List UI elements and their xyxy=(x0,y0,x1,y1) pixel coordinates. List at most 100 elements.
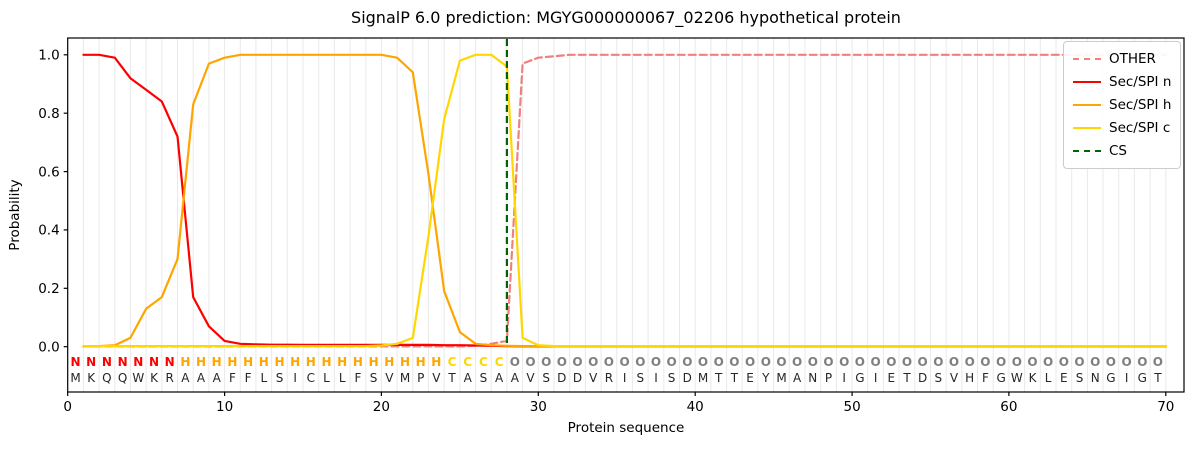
residue-letter: E xyxy=(1060,371,1068,385)
residue-letter: S xyxy=(480,371,488,385)
residue-letter: H xyxy=(965,371,974,385)
residue-letter: A xyxy=(511,371,520,385)
residue-letter: I xyxy=(293,371,297,385)
region-letter: N xyxy=(149,355,159,369)
region-letter: O xyxy=(651,355,661,369)
region-letter: O xyxy=(1137,355,1147,369)
region-letter: O xyxy=(965,355,975,369)
legend-line-sample-sec-spi-c xyxy=(1073,127,1101,129)
region-letter: O xyxy=(792,355,802,369)
region-letter: H xyxy=(180,355,190,369)
y-tick-label: 0.8 xyxy=(38,106,59,122)
region-letter: N xyxy=(133,355,143,369)
residue-letter: R xyxy=(605,371,613,385)
residue-letter: T xyxy=(902,371,911,385)
region-letter: O xyxy=(1074,355,1084,369)
residue-letter: Q xyxy=(102,371,111,385)
region-letter: H xyxy=(400,355,410,369)
residue-letter: V xyxy=(950,371,959,385)
legend-label: Sec/SPI h xyxy=(1109,97,1172,113)
residue-letter: F xyxy=(229,371,236,385)
residue-letter: S xyxy=(276,371,284,385)
residue-letter: L xyxy=(260,371,267,385)
residue-letter: N xyxy=(1091,371,1100,385)
region-letter: O xyxy=(1043,355,1053,369)
region-letter: O xyxy=(588,355,598,369)
residue-letter: I xyxy=(654,371,658,385)
residue-letter: P xyxy=(417,371,424,385)
legend-line-sample-cs xyxy=(1073,150,1101,152)
region-letter: O xyxy=(682,355,692,369)
region-letter: H xyxy=(353,355,363,369)
region-letter: O xyxy=(714,355,724,369)
legend-item-sec-spi-h: Sec/SPI h xyxy=(1073,94,1171,116)
residue-letter: I xyxy=(842,371,846,385)
residue-letter: S xyxy=(542,371,550,385)
residue-letter: W xyxy=(1011,371,1023,385)
residue-letter: T xyxy=(447,371,456,385)
region-letter: O xyxy=(933,355,943,369)
region-letter: C xyxy=(463,355,472,369)
y-tick-label: 0.2 xyxy=(38,281,59,297)
gridlines xyxy=(82,38,1167,392)
region-letter: H xyxy=(337,355,347,369)
region-letter: O xyxy=(761,355,771,369)
residue-letter: G xyxy=(855,371,864,385)
x-tick-label: 70 xyxy=(1157,399,1174,415)
residue-letter: S xyxy=(934,371,942,385)
residue-letter: S xyxy=(668,371,676,385)
region-letter: O xyxy=(619,355,629,369)
residue-letter: L xyxy=(1045,371,1052,385)
region-letter: O xyxy=(1106,355,1116,369)
region-letter: O xyxy=(1121,355,1131,369)
residue-letter: S xyxy=(636,371,644,385)
residue-letter: N xyxy=(808,371,817,385)
legend-line-sample-other xyxy=(1073,58,1101,60)
legend: OTHER Sec/SPI n Sec/SPI h Sec/SPI c CS xyxy=(1063,41,1182,169)
region-letter: O xyxy=(823,355,833,369)
residue-letter: A xyxy=(181,371,190,385)
region-letter: O xyxy=(666,355,676,369)
region-letter: O xyxy=(808,355,818,369)
chart-title: SignalP 6.0 prediction: MGYG000000067_02… xyxy=(351,8,901,27)
region-letter: C xyxy=(495,355,504,369)
region-letter: H xyxy=(431,355,441,369)
residue-letter: R xyxy=(166,371,174,385)
region-letter: O xyxy=(902,355,912,369)
residue-letter: L xyxy=(339,371,346,385)
residue-letter: T xyxy=(714,371,723,385)
residue-letter: V xyxy=(432,371,441,385)
x-tick-label: 50 xyxy=(844,399,861,415)
legend-item-sec-spi-c: Sec/SPI c xyxy=(1073,117,1171,139)
residue-letter: G xyxy=(1138,371,1147,385)
region-letter: O xyxy=(870,355,880,369)
region-letter: H xyxy=(227,355,237,369)
residue-letter: D xyxy=(573,371,582,385)
region-letter: H xyxy=(290,355,300,369)
region-letter: C xyxy=(448,355,457,369)
x-tick-label: 60 xyxy=(1000,399,1017,415)
residue-letter: E xyxy=(746,371,754,385)
region-letter: O xyxy=(510,355,520,369)
residue-letter: T xyxy=(730,371,739,385)
region-letter: N xyxy=(86,355,96,369)
x-tick-label: 10 xyxy=(216,399,233,415)
legend-item-cs: CS xyxy=(1073,140,1171,162)
residue-letter: K xyxy=(150,371,159,385)
residue-letter: Q xyxy=(118,371,127,385)
x-tick-label: 30 xyxy=(530,399,547,415)
region-letter: N xyxy=(165,355,175,369)
residue-letter: F xyxy=(982,371,989,385)
region-letter: H xyxy=(384,355,394,369)
region-letter: H xyxy=(274,355,284,369)
y-tick-label: 0.4 xyxy=(38,223,59,239)
region-letter: O xyxy=(604,355,614,369)
residue-letter: G xyxy=(996,371,1005,385)
region-letter: O xyxy=(1027,355,1037,369)
residue-letter: M xyxy=(776,371,786,385)
region-letter: C xyxy=(479,355,488,369)
region-letter: H xyxy=(321,355,331,369)
region-letter: O xyxy=(745,355,755,369)
residue-letter: M xyxy=(698,371,708,385)
region-letter: H xyxy=(196,355,206,369)
